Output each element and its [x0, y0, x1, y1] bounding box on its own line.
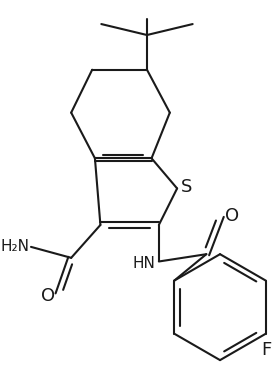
Text: H₂N: H₂N	[0, 239, 29, 254]
Text: O: O	[225, 207, 239, 225]
Text: F: F	[261, 341, 271, 359]
Text: HN: HN	[132, 256, 155, 271]
Text: S: S	[181, 178, 192, 196]
Text: O: O	[41, 287, 55, 305]
